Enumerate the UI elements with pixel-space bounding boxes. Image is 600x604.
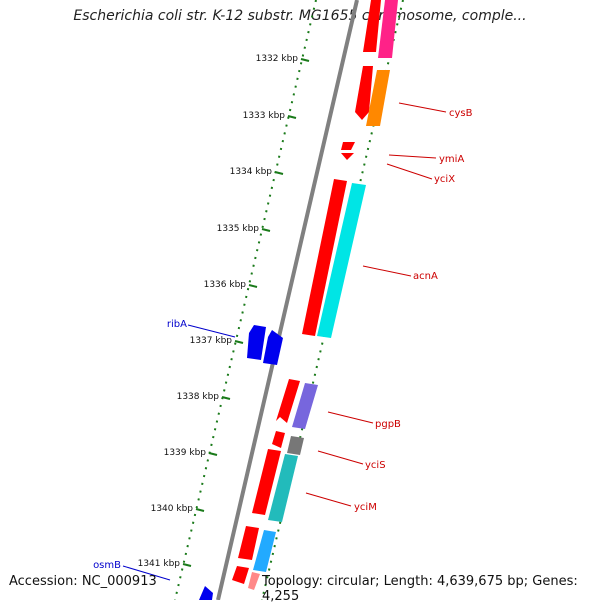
gene-red-3 xyxy=(238,526,259,560)
gene-label-yciX: yciX xyxy=(434,174,455,185)
gene-label-ymiA: ymiA xyxy=(439,154,464,165)
gene-label-cysB: cysB xyxy=(449,108,473,119)
gene-red-yciS xyxy=(272,431,285,448)
gene-label-ribA: ribA xyxy=(167,319,187,330)
tick-label: 1336 kbp xyxy=(204,280,247,290)
accession-text: Accession: NC_000913 xyxy=(9,574,157,589)
gene-label-yciS: yciS xyxy=(365,460,386,471)
tick-mark xyxy=(261,228,271,232)
tick-label: 1335 kbp xyxy=(217,224,260,234)
leader-osmB xyxy=(122,565,171,581)
tick-mark xyxy=(221,396,231,400)
gene-skyblue-1 xyxy=(253,530,276,572)
gene-red-1 xyxy=(363,0,381,52)
map-title: Escherichia coli str. K-12 substr. MG165… xyxy=(73,8,527,24)
inner-boundary-line xyxy=(174,0,317,600)
tick-mark xyxy=(287,115,297,119)
gene-red-yciX xyxy=(341,153,354,160)
gene-purple-pgpB xyxy=(292,383,318,429)
gene-blue-osmB xyxy=(199,586,213,600)
leader-yciS xyxy=(317,450,364,465)
gene-magenta-1 xyxy=(378,0,398,58)
gene-red-ymiA xyxy=(341,142,355,150)
gene-pink-1 xyxy=(248,572,260,590)
tick-label: 1341 kbp xyxy=(138,559,181,569)
tick-label: 1338 kbp xyxy=(177,392,220,402)
tick-label: 1340 kbp xyxy=(151,504,194,514)
gene-teal-yciM xyxy=(268,454,298,522)
tick-label: 1332 kbp xyxy=(256,54,299,64)
gene-cyan-acnA xyxy=(317,183,366,338)
gene-label-yciM: yciM xyxy=(354,502,377,513)
gene-blue-ribA-2 xyxy=(263,330,283,365)
tick-mark xyxy=(195,508,205,512)
forward-features xyxy=(232,0,398,590)
leader-pgpB xyxy=(327,411,374,424)
tick-mark xyxy=(182,563,192,567)
gene-blue-ribA-1 xyxy=(247,325,266,360)
leader-cysB xyxy=(398,102,447,113)
tick-label: 1339 kbp xyxy=(164,448,207,458)
gene-label-acnA: acnA xyxy=(413,271,438,282)
gene-red-2 xyxy=(355,66,373,120)
gene-red-pgpB xyxy=(276,379,300,423)
leader-acnA xyxy=(362,265,412,277)
chromosome-backbone xyxy=(216,0,359,600)
tick-mark xyxy=(208,452,218,456)
gene-gray-yciS xyxy=(287,436,304,455)
tick-label: 1334 kbp xyxy=(230,167,273,177)
tick-mark xyxy=(234,340,244,344)
leader-yciX xyxy=(386,163,433,180)
tick-mark xyxy=(248,284,258,288)
leader-lines xyxy=(122,102,447,581)
gene-label-osmB: osmB xyxy=(93,560,121,571)
leader-ymiA xyxy=(388,154,437,159)
gene-orange-cysB xyxy=(366,70,390,126)
tick-label: 1333 kbp xyxy=(243,111,286,121)
reverse-features xyxy=(199,325,283,600)
gene-red-yciM xyxy=(252,449,281,515)
tick-mark xyxy=(274,171,284,175)
tick-mark xyxy=(300,58,310,62)
gene-red-4 xyxy=(232,566,249,584)
leader-ribA xyxy=(187,324,236,338)
gene-label-pgpB: pgpB xyxy=(375,419,401,430)
gene-red-acnA xyxy=(302,179,347,336)
leader-yciM xyxy=(305,492,352,507)
tick-label: 1337 kbp xyxy=(190,336,233,346)
